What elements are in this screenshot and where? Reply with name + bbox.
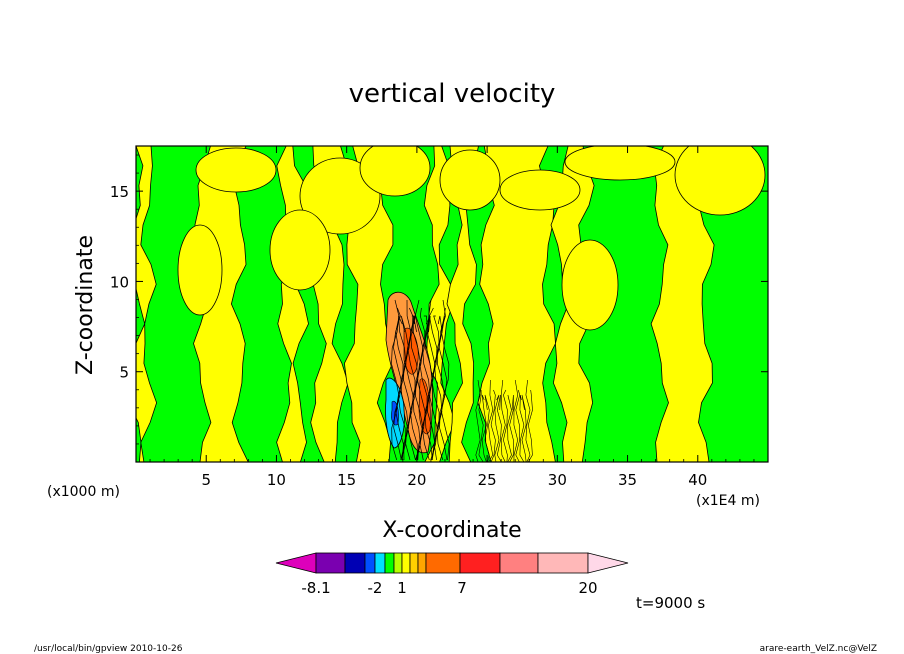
positive-patch: [674, 146, 766, 216]
footer-left: /usr/local/bin/gpview 2010-10-26: [34, 644, 183, 654]
positive-band: [477, 146, 556, 462]
colorbar-label: 1: [397, 579, 407, 597]
contour-line: [397, 315, 407, 461]
contour-line: [436, 315, 445, 461]
positive-patch: [439, 149, 501, 211]
colorbar-segment: [499, 552, 539, 574]
chart-title: vertical velocity: [349, 79, 556, 109]
x-unit-right: (x1E4 m): [696, 493, 760, 509]
contour-line: [433, 315, 443, 461]
contour-line: [426, 299, 436, 461]
contour-line: [503, 389, 508, 462]
positive-patch: [269, 209, 331, 291]
plot-frame: [135, 145, 769, 463]
y-tick-label: 10: [110, 273, 129, 291]
contour-line: [521, 394, 527, 462]
colorbar-segment: [537, 552, 589, 574]
contour-line: [400, 315, 409, 461]
contour-line: [481, 394, 487, 462]
x-axis-label: X-coordinate: [382, 518, 521, 543]
colorbar-segment: [459, 552, 501, 574]
contour-line: [407, 315, 416, 461]
contour-line: [488, 379, 494, 462]
contour-line: [478, 389, 484, 462]
colorbar-label: -8.1: [301, 579, 330, 597]
colorbar-segment: [374, 552, 386, 574]
contour-line: [395, 315, 404, 461]
positive-patch: [177, 224, 223, 316]
x-tick-label: 5: [201, 471, 211, 489]
positive-band: [650, 146, 715, 462]
colorbar-segment: [344, 552, 366, 574]
colorbar-segment: [417, 552, 427, 574]
colorbar-segment: [364, 552, 376, 574]
contour-line: [494, 394, 500, 462]
colorbar-min-arrow: [275, 552, 317, 574]
footer-right: arare-earth_VelZ.nc@VelZ: [760, 644, 877, 654]
contour-line: [441, 307, 450, 461]
positive-patch: [564, 146, 676, 181]
contour-line: [513, 379, 519, 462]
positive-band: [446, 146, 479, 462]
x-unit-left: (x1000 m): [47, 484, 120, 500]
plot-border: [135, 145, 769, 463]
colorbar-segment: [384, 552, 395, 574]
time-label: t=9000 s: [636, 594, 705, 612]
x-tick-label: 20: [407, 471, 426, 489]
positive-patch: [359, 146, 431, 197]
positive-band: [423, 146, 456, 462]
colorbar-label: -2: [368, 579, 383, 597]
contour-line: [475, 379, 481, 462]
colorbar-max-arrow: [587, 552, 629, 574]
x-tick-label: 40: [688, 471, 707, 489]
x-tick-label: 30: [548, 471, 567, 489]
contour-line: [496, 394, 502, 462]
y-axis: 5 10 15: [110, 154, 768, 445]
colorbar-label: 7: [457, 579, 467, 597]
colorbar-label: 20: [578, 579, 597, 597]
x-axis: 5 10 15 20 25 30 35 40: [149, 146, 755, 489]
y-tick-label: 5: [119, 364, 129, 382]
positive-patch: [299, 157, 381, 235]
x-tick-label: 15: [337, 471, 356, 489]
positive-patch: [499, 169, 581, 211]
colorbar: [275, 552, 629, 574]
x-tick-label: 25: [478, 471, 497, 489]
y-tick-label: 15: [110, 183, 129, 201]
contour-line: [525, 379, 531, 462]
colorbar-segment: [425, 552, 461, 574]
contour-line: [519, 394, 525, 462]
contour-line: [500, 379, 506, 462]
x-tick-label: 10: [267, 471, 286, 489]
colorbar-segment: [315, 552, 346, 574]
contour-line: [490, 389, 496, 462]
colorbar-segment: [393, 552, 403, 574]
contour-line: [515, 389, 521, 462]
contour-line: [509, 394, 514, 462]
x-tick-label: 35: [618, 471, 637, 489]
contour-line: [527, 389, 533, 462]
colorbar-segment: [401, 552, 411, 574]
positive-band: [136, 146, 158, 462]
y-axis-label: Z-coordinate: [73, 235, 98, 375]
contour-line: [484, 394, 490, 462]
colorbar-labels: -8.1 -2 1 7 20: [301, 579, 597, 597]
contour-field: [136, 146, 768, 462]
colorbar-segment: [409, 552, 419, 574]
positive-patch: [195, 147, 277, 193]
contour-line: [391, 299, 400, 461]
positive-patch: [561, 239, 619, 331]
contour-line: [507, 394, 512, 462]
contour-line: [409, 315, 419, 461]
contour-line: [417, 307, 426, 461]
